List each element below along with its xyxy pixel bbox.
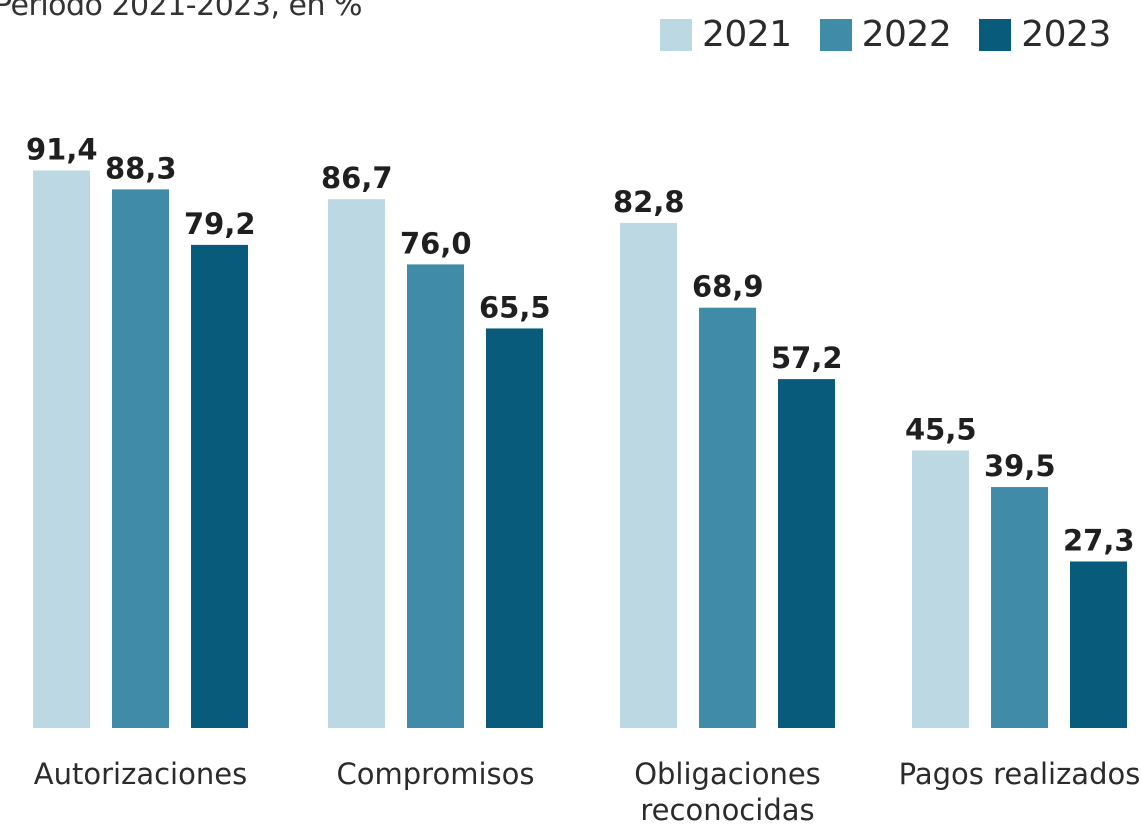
bar-group-1: 86,776,065,5 <box>321 161 551 728</box>
bar-2021-1 <box>328 199 385 728</box>
bar-2021-0 <box>33 170 90 728</box>
legend-label-2021: 2021 <box>702 14 792 55</box>
value-label-2021-0: 91,4 <box>26 132 98 166</box>
value-label-2023-0: 79,2 <box>184 207 256 241</box>
bar-group-0: 91,488,379,2 <box>26 132 256 728</box>
value-label-2021-2: 82,8 <box>613 185 685 219</box>
bar-2022-0 <box>112 189 169 728</box>
category-label-2-line-1: reconocidas <box>640 793 814 824</box>
bar-2022-3 <box>991 487 1048 728</box>
category-label-0: Autorizaciones <box>34 757 247 791</box>
legend-label-2023: 2023 <box>1021 14 1111 55</box>
category-label-1: Compromisos <box>337 757 535 791</box>
legend-label-2022: 2022 <box>861 14 952 55</box>
value-label-2023-2: 57,2 <box>771 341 843 375</box>
category-label-2-line-0: Obligaciones <box>634 757 821 791</box>
bar-2023-1 <box>486 328 543 728</box>
chart-legend: 2021 2022 2023 <box>660 14 1111 55</box>
bar-2023-0 <box>191 244 248 728</box>
chart-subtitle: Periodo 2021-2023, en % <box>0 0 363 23</box>
value-label-2023-3: 27,3 <box>1063 523 1135 557</box>
bar-2021-2 <box>620 222 677 729</box>
value-label-2021-1: 86,7 <box>321 161 393 195</box>
legend-swatch-2022 <box>819 18 852 51</box>
category-label-3: Pagos realizados <box>899 757 1141 791</box>
legend-item-2022: 2022 <box>819 14 952 55</box>
value-label-2022-3: 39,5 <box>984 449 1056 483</box>
bar-2022-2 <box>699 307 756 728</box>
value-label-2021-3: 45,5 <box>905 412 977 446</box>
bar-2021-3 <box>912 450 969 728</box>
legend-item-2023: 2023 <box>979 14 1111 55</box>
bar-group-3: 45,539,5 27,3 <box>905 412 1135 728</box>
legend-item-2021: 2021 <box>660 14 792 55</box>
bar-2022-1 <box>407 264 464 728</box>
bar-2023-3 <box>1070 561 1127 728</box>
value-label-2022-0: 88,3 <box>105 151 177 185</box>
value-label-2022-2: 68,9 <box>692 270 764 304</box>
value-label-2022-1: 76,0 <box>400 226 472 260</box>
legend-swatch-2021 <box>660 18 692 51</box>
bar-group-2: 82,8 68,9 57,2 <box>613 185 843 729</box>
legend-swatch-2023 <box>979 18 1012 51</box>
value-label-2023-1: 65,5 <box>479 290 551 324</box>
bar-2023-2 <box>778 379 835 728</box>
